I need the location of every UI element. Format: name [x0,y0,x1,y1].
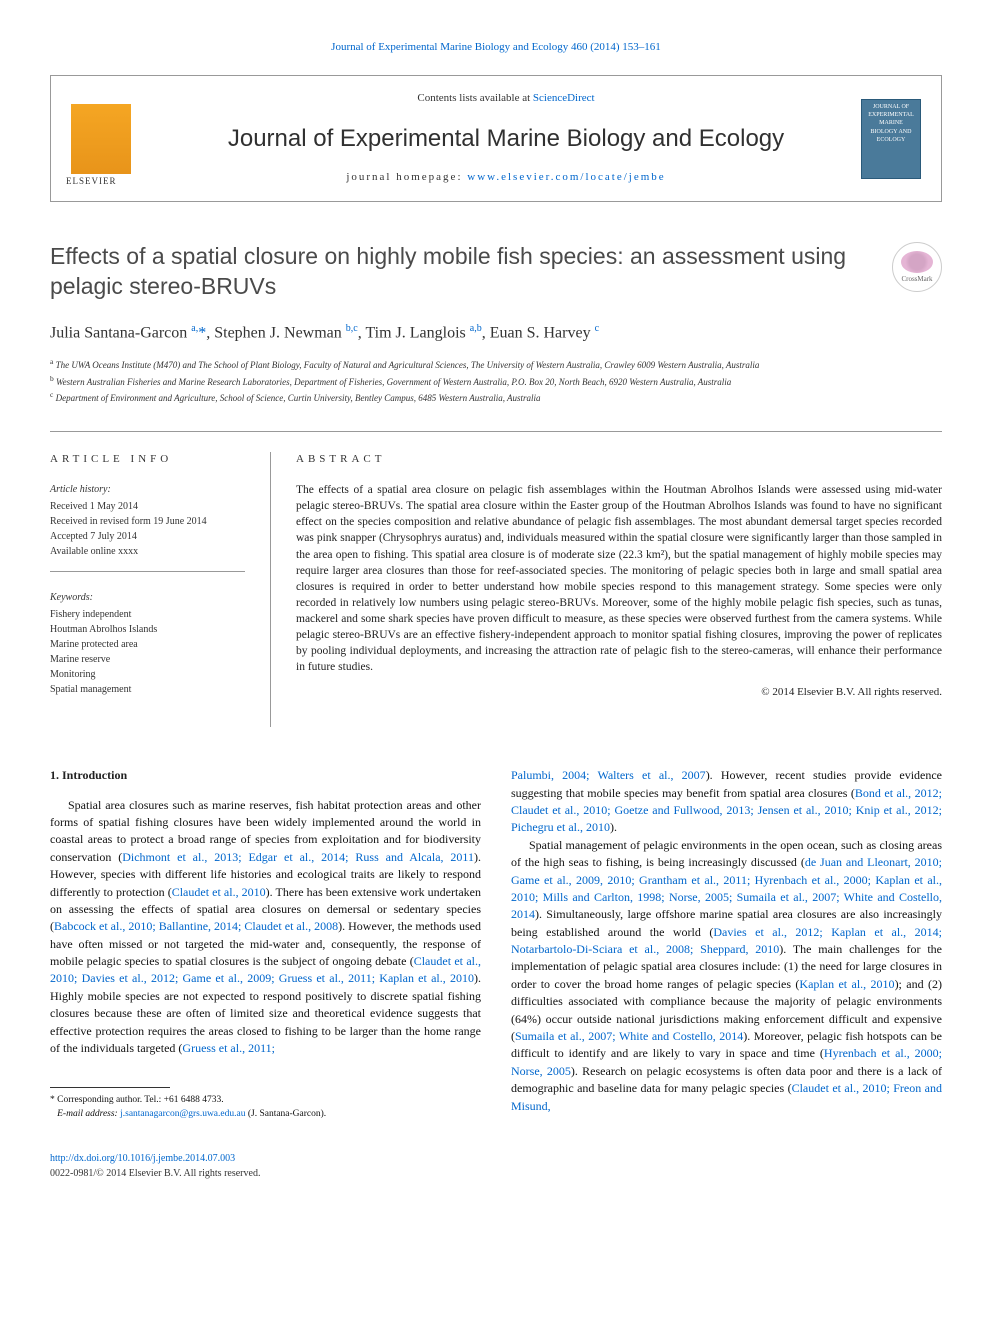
doi-link[interactable]: http://dx.doi.org/10.1016/j.jembe.2014.0… [50,1153,235,1164]
elsevier-logo [71,104,131,174]
contents-prefix: Contents lists available at [417,92,532,104]
keywords-heading: Keywords: [50,590,245,605]
body-columns: 1. Introduction Spatial area closures su… [50,767,942,1121]
history-revised: Received in revised form 19 June 2014 [50,514,245,529]
journal-name: Journal of Experimental Marine Biology a… [151,122,861,156]
article-history-block: Article history: Received 1 May 2014 Rec… [50,482,245,572]
right-column: Palumbi, 2004; Walters et al., 2007). Ho… [511,767,942,1121]
author-1: Julia Santana-Garcon [50,324,191,341]
email-link[interactable]: j.santanagarcon@grs.uwa.edu.au [120,1109,245,1119]
header-center: Contents lists available at ScienceDirec… [151,91,861,185]
issn-copyright: 0022-0981/© 2014 Elsevier B.V. All right… [50,1166,942,1181]
author-2-aff: b,c [346,323,358,334]
sep: , [482,324,490,341]
para-text: ). [610,820,617,834]
affiliation-c-text: Department of Environment and Agricultur… [56,393,541,403]
article-title: Effects of a spatial closure on highly m… [50,242,872,302]
page-footer: http://dx.doi.org/10.1016/j.jembe.2014.0… [50,1151,942,1181]
author-4: Euan S. Harvey [490,324,595,341]
title-row: Effects of a spatial closure on highly m… [50,242,942,302]
contents-line: Contents lists available at ScienceDirec… [151,91,861,106]
abstract-text: The effects of a spatial area closure on… [296,482,942,675]
keyword: Houtman Abrolhos Islands [50,622,245,637]
section-heading-introduction: 1. Introduction [50,767,481,784]
history-received: Received 1 May 2014 [50,499,245,514]
affiliation-b-text: Western Australian Fisheries and Marine … [56,377,731,387]
author-3: Tim J. Langlois [365,324,469,341]
history-online: Available online xxxx [50,544,245,559]
author-3-aff: a,b [470,323,482,334]
abstract-copyright: © 2014 Elsevier B.V. All rights reserved… [296,685,942,700]
journal-homepage: journal homepage: www.elsevier.com/locat… [151,170,861,185]
author-2: Stephen J. Newman [214,324,346,341]
affiliation-a: a The UWA Oceans Institute (M470) and Th… [50,356,942,373]
keyword: Spatial management [50,682,245,697]
intro-para-1: Spatial area closures such as marine res… [50,797,481,1058]
citation-link[interactable]: Dichmont et al., 2013; Edgar et al., 201… [122,850,474,864]
affiliation-a-text: The UWA Oceans Institute (M470) and The … [56,360,760,370]
sciencedirect-link[interactable]: ScienceDirect [533,92,595,104]
history-heading: Article history: [50,482,245,497]
keyword: Marine protected area [50,637,245,652]
homepage-link[interactable]: www.elsevier.com/locate/jembe [467,171,665,183]
intro-para-1-cont: Palumbi, 2004; Walters et al., 2007). Ho… [511,767,942,837]
abstract-heading: abstract [296,452,942,467]
abstract: abstract The effects of a spatial area c… [270,452,942,727]
article-info: article info Article history: Received 1… [50,452,270,727]
corresponding-author-footnote: * Corresponding author. Tel.: +61 6488 4… [50,1094,481,1107]
footnote-divider [50,1087,170,1088]
top-citation[interactable]: Journal of Experimental Marine Biology a… [50,40,942,55]
authors-line: Julia Santana-Garcon a,*, Stephen J. New… [50,322,942,345]
citation-link[interactable]: Kaplan et al., 2010 [799,977,894,991]
article-info-heading: article info [50,452,245,467]
affiliation-c: c Department of Environment and Agricult… [50,389,942,406]
email-label: E-mail address: [57,1109,120,1119]
citation-link[interactable]: Palumbi, 2004; Walters et al., 2007 [511,768,706,782]
keyword: Fishery independent [50,607,245,622]
left-column: 1. Introduction Spatial area closures su… [50,767,481,1121]
intro-para-2: Spatial management of pelagic environmen… [511,837,942,1115]
history-accepted: Accepted 7 July 2014 [50,529,245,544]
journal-cover-thumbnail: JOURNAL OF EXPERIMENTAL MARINE BIOLOGY A… [861,99,921,179]
email-suffix: (J. Santana-Garcon). [245,1109,326,1119]
keyword: Marine reserve [50,652,245,667]
citation-link[interactable]: Claudet et al., 2010 [172,885,266,899]
journal-header: Contents lists available at ScienceDirec… [50,75,942,201]
crossmark-icon[interactable] [892,242,942,292]
affiliation-b: b Western Australian Fisheries and Marin… [50,373,942,390]
homepage-prefix: journal homepage: [346,171,467,183]
citation-link[interactable]: Sumaila et al., 2007; White and Costello… [515,1029,743,1043]
citation-link[interactable]: Babcock et al., 2010; Ballantine, 2014; … [54,919,338,933]
keyword: Monitoring [50,667,245,682]
keywords-block: Keywords: Fishery independent Houtman Ab… [50,590,245,709]
email-footnote: E-mail address: j.santanagarcon@grs.uwa.… [50,1108,481,1121]
citation-link[interactable]: Gruess et al., 2011; [182,1041,275,1055]
affiliations: a The UWA Oceans Institute (M470) and Th… [50,356,942,406]
author-4-aff: c [595,323,599,334]
info-abstract-row: article info Article history: Received 1… [50,431,942,727]
